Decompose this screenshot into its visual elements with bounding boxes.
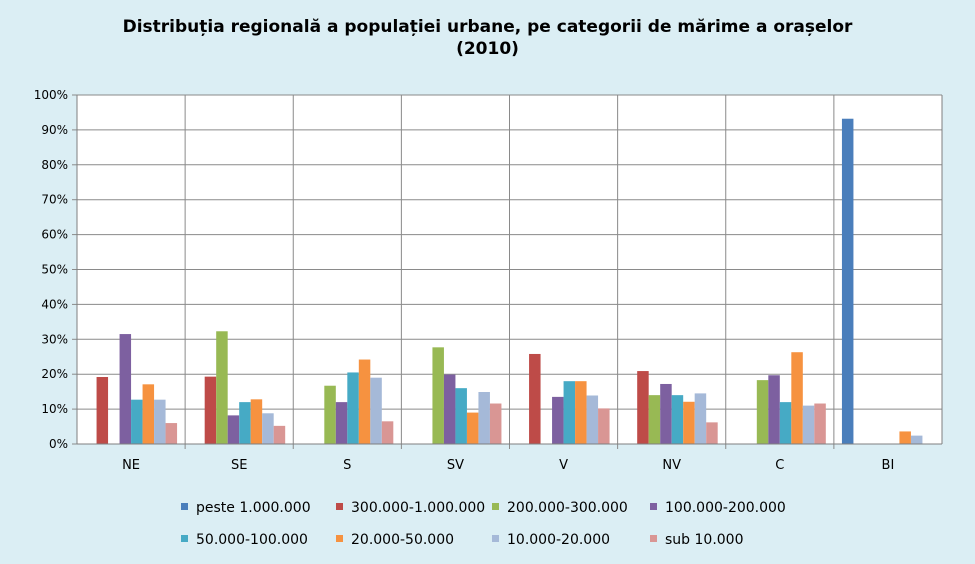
legend-swatch: [650, 503, 657, 510]
bar: [227, 415, 240, 444]
bar: [324, 385, 336, 444]
x-tick-label: S: [343, 458, 351, 473]
bar: [119, 334, 132, 444]
legend-swatch: [650, 535, 657, 542]
bar: [250, 399, 263, 444]
y-tick-label: 40%: [41, 297, 68, 311]
legend-swatch: [336, 535, 343, 542]
x-tick-label: V: [559, 458, 568, 473]
bar: [142, 384, 155, 444]
bar: [273, 425, 286, 444]
legend-swatch: [492, 503, 499, 510]
legend-swatch: [181, 535, 188, 542]
legend-swatch: [336, 503, 343, 510]
bar: [791, 352, 803, 444]
bar: [478, 391, 490, 444]
bar: [841, 118, 854, 445]
legend-label: 300.000-1.000.000: [351, 500, 485, 516]
y-tick-label: 0%: [49, 437, 68, 451]
bar: [899, 431, 911, 444]
bar: [131, 399, 143, 444]
y-tick-label: 50%: [41, 263, 68, 277]
bar: [347, 372, 359, 444]
bar: [455, 388, 467, 444]
bar: [768, 375, 780, 444]
bar: [432, 347, 444, 444]
bar: [586, 395, 599, 444]
bar: [598, 408, 610, 444]
bar: [660, 383, 672, 444]
bar: [552, 396, 564, 444]
bar: [637, 371, 649, 444]
legend-label: 200.000-300.000: [507, 500, 628, 516]
x-tick-label: NE: [122, 458, 140, 473]
legend-label: sub 10.000: [665, 532, 744, 548]
legend-swatch: [181, 503, 188, 510]
bar: [443, 374, 456, 444]
bar: [216, 331, 228, 444]
y-tick-label: 100%: [34, 88, 68, 102]
x-tick-label: NV: [662, 458, 681, 473]
x-tick-label: SE: [231, 458, 247, 473]
bar: [262, 413, 274, 444]
bar: [802, 405, 815, 444]
bar: [910, 435, 923, 444]
chart-title: Distribuția regională a populației urban…: [0, 16, 975, 60]
chart-subtitle: (2010): [456, 39, 519, 59]
y-tick-label: 10%: [41, 402, 68, 416]
bar: [779, 402, 792, 444]
legend-swatch: [492, 535, 499, 542]
x-tick-label: BI: [882, 458, 895, 473]
legend-label: 10.000-20.000: [507, 532, 610, 548]
bar: [706, 422, 718, 444]
legend-label: peste 1.000.000: [196, 500, 311, 516]
y-tick-label: 90%: [41, 123, 68, 137]
bar: [563, 381, 576, 444]
bar: [756, 380, 769, 444]
chart-title-line: Distribuția regională a populației urban…: [122, 17, 853, 37]
y-tick-label: 20%: [41, 367, 68, 381]
bar: [381, 421, 394, 444]
bar: [489, 403, 502, 444]
bar: [814, 403, 826, 444]
bar: [671, 395, 684, 444]
bar: [154, 399, 166, 444]
x-tick-label: C: [775, 458, 784, 473]
bar: [529, 353, 541, 444]
bar: [648, 395, 661, 444]
bar: [694, 393, 707, 444]
bar: [165, 423, 178, 444]
bar: [96, 376, 109, 444]
bar: [239, 402, 251, 444]
legend-label: 50.000-100.000: [196, 532, 308, 548]
legend-label: 20.000-50.000: [351, 532, 454, 548]
x-tick-label: SV: [447, 458, 464, 473]
bar: [358, 359, 371, 444]
y-tick-label: 60%: [41, 228, 68, 242]
y-tick-label: 30%: [41, 332, 68, 346]
bar: [575, 381, 587, 444]
legend-label: 100.000-200.000: [665, 500, 786, 516]
y-tick-label: 80%: [41, 158, 68, 172]
bar: [204, 376, 217, 444]
bar: [370, 377, 382, 444]
bar: [335, 402, 348, 444]
bar: [466, 412, 479, 444]
y-tick-label: 70%: [41, 193, 68, 207]
bar: [683, 401, 695, 444]
